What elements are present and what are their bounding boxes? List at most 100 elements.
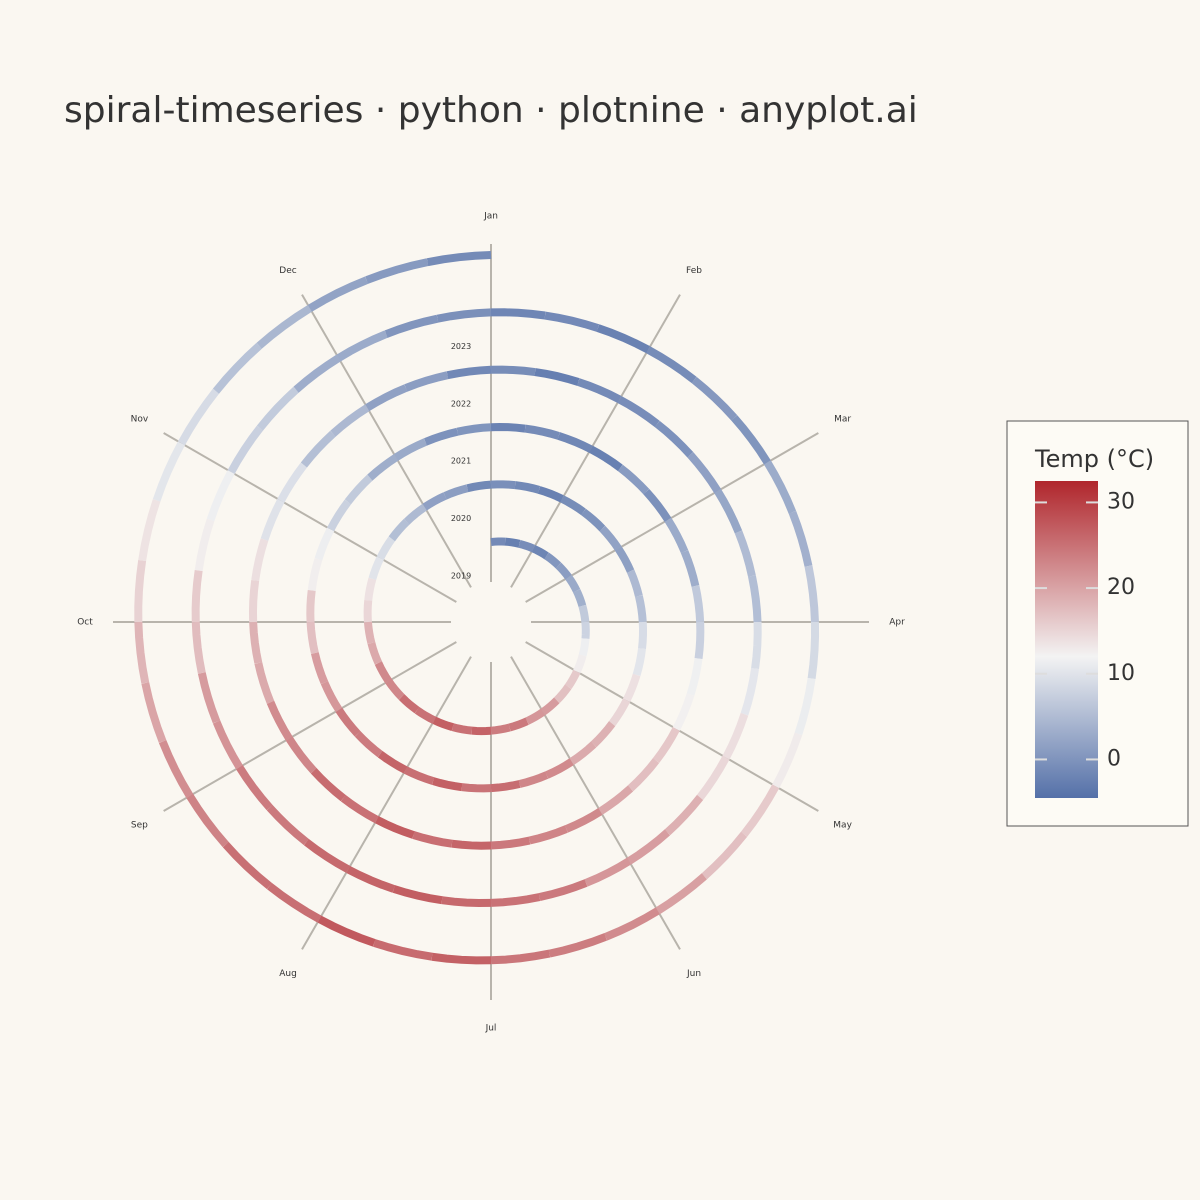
spiral-segment [604,907,660,941]
spiral-segment [368,556,384,580]
spiral-segment [367,642,383,665]
spiral-segment [617,395,660,428]
spiral-segment [186,793,229,848]
spiral-segment [560,495,586,516]
spiral-segment [664,517,689,554]
spiral-segment [197,672,221,724]
spiral-segment [617,464,650,495]
spiral-segment [403,766,435,785]
spiral-segment [354,731,383,758]
spiral-segment [254,662,275,704]
spiral-segment [622,673,641,702]
month-label: Jan [483,212,498,222]
spiral-segment [431,952,492,965]
spiral-segment [138,499,161,562]
spiral-segment [537,486,564,503]
spiral-segment [222,841,273,890]
spiral-segment [256,304,313,349]
legend-title: Temp (°C) [1034,445,1154,473]
spiral-segment [672,693,695,731]
month-label: Dec [279,266,296,276]
month-label: Jul [485,1024,497,1034]
spiral-segment [303,838,351,873]
spiral-segment [307,558,323,591]
spiral-segment [365,258,429,284]
spiral-segment [514,481,541,494]
spiral-segment [191,569,203,623]
year-label: 2023 [451,342,471,351]
spiral-segment [538,879,588,901]
spiral-segment [627,758,660,792]
spiral-segment [694,621,705,660]
spiral-segment [490,893,541,907]
month-label: Mar [834,415,851,425]
spiral-segment [553,684,572,704]
spiral-segment [363,600,373,623]
year-label: 2020 [451,514,471,523]
spiral-segment [466,480,492,493]
spiral-segment [696,755,730,800]
spiral-segment [461,783,492,793]
spiral-segment [456,423,492,436]
spiral-segment [310,768,346,802]
spiral-segment [426,251,492,267]
spiral-segment [564,807,603,833]
spiral-segment [367,454,399,481]
spiral-segment [340,794,379,824]
spiral-segment [747,575,762,623]
spiral-segment [306,589,316,623]
spiral-segment [307,276,369,312]
spiral-segment [451,723,473,735]
spiral-segment [393,438,428,461]
spiral-segment [772,732,803,789]
spiral-segment [384,314,439,338]
spiral-segment [655,873,707,915]
spiral-segment [626,829,671,865]
spiral-segment [451,839,492,850]
spiral-segment [555,562,572,580]
month-spoke [510,656,681,950]
month-spoke [301,656,472,950]
spiral-segment [310,652,329,685]
spiral-segment [740,667,760,716]
month-label: Nov [131,415,149,425]
month-label: Apr [889,618,905,628]
spiral-segment [422,492,447,511]
spiral-segment [432,777,463,792]
month-label: Oct [77,618,93,628]
spiral-segment [490,780,521,793]
spiral-segment [614,546,635,573]
spiral-segment [557,432,593,453]
spiral-segment [414,706,437,724]
spiral-segment [531,544,549,560]
month-label: May [833,821,852,831]
chart-title: spiral-timeseries · python · plotnine · … [64,90,918,131]
spiral-segment [646,346,697,384]
spiral-segment [508,717,529,732]
spiral-segment [441,896,492,908]
colorbar-tick-label: 10 [1107,661,1135,686]
spiral-segment [564,669,581,689]
spiral-segment [577,378,622,404]
spiral-segment [317,915,376,947]
spiral-segment [584,857,632,887]
spiral-segment [266,700,293,741]
spiral-segment [376,536,396,560]
spiral-segment [285,736,317,774]
spiral-segment [490,422,526,433]
spiral-segment [490,308,546,320]
spiral-segment [588,445,623,472]
spiral-segment [490,949,551,965]
spiral-segment [578,604,590,623]
colorbar [1035,481,1098,798]
spiral-segment [249,621,263,664]
spiral-segment [632,648,646,677]
spiral-segment [490,480,516,490]
spiral-segment [540,697,560,716]
spiral-segment [578,638,590,657]
spiral-segment [300,430,336,468]
spiral-segment [424,427,459,446]
spiral-segment [573,589,587,608]
